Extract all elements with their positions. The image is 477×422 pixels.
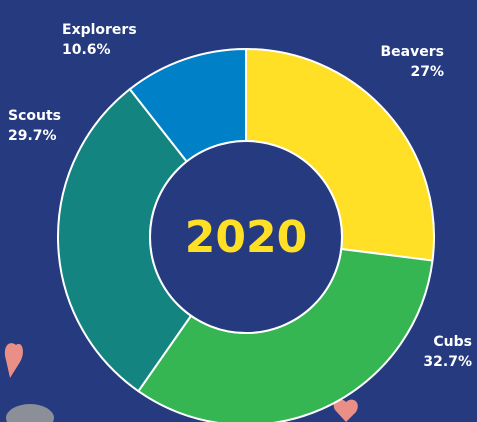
segment-value-label: 27% [410,64,444,80]
segment-label: Cubs [433,334,472,350]
decoration [6,404,54,422]
donut-hole [149,140,343,334]
center-text: 2020 [185,212,307,263]
segment-value-label: 32.7% [423,354,472,370]
decoration [4,343,23,378]
segment-label: Beavers [381,44,444,60]
segment-value-label: 10.6% [62,42,111,58]
segment-label: Explorers [62,22,137,38]
decoration [333,399,358,422]
donut [57,47,435,422]
segment-label: Scouts [8,108,61,124]
segment-value-label: 29.7% [8,128,57,144]
